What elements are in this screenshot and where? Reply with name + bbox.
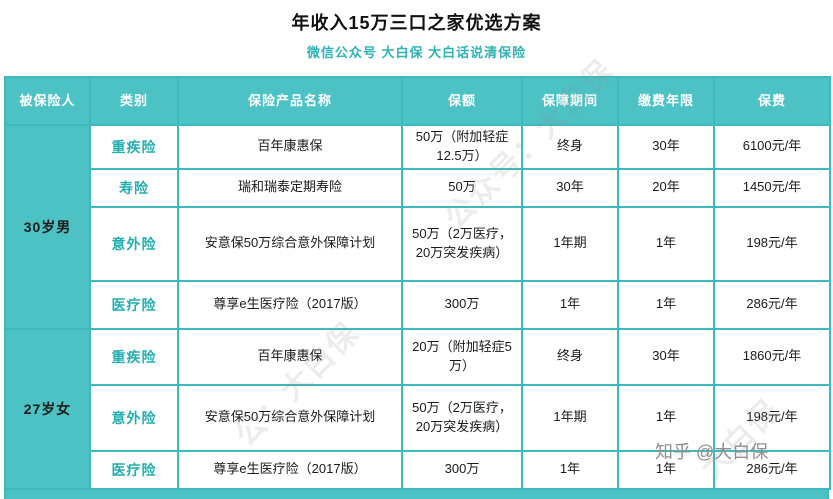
amount-cell: 300万 — [401, 279, 523, 330]
payment-years-cell: 1年 — [617, 279, 715, 330]
column-header-5: 保障期间 — [521, 76, 619, 126]
table-row: 寿险 瑞和瑞泰定期寿险 50万 30年 20年 1450元/年 — [5, 167, 831, 208]
table-row: 意外险 安意保50万综合意外保障计划 50万（2万医疗，20万突发疾病） 1年期 1年 1… — [5, 205, 831, 282]
amount-cell: 300万 — [401, 449, 523, 490]
product-cell: 百年康惠保 — [177, 124, 403, 170]
insurance-plan-table: 被保险人 类别 保险产品名称 保额 保障期间 缴费年限 保费 30岁男 重疾险 百年康惠保 50万… — [4, 76, 831, 490]
period-cell: 1年 — [521, 449, 619, 490]
period-cell: 终身 — [521, 124, 619, 170]
next-group-partial-row — [4, 489, 829, 499]
premium-cell: 1450元/年 — [713, 167, 831, 208]
category-cell: 重疾险 — [89, 327, 179, 386]
product-cell: 瑞和瑞泰定期寿险 — [177, 167, 403, 208]
table-row: 30岁男 重疾险 百年康惠保 50万（附加轻症12.5万） 终身 30年 6100元/年 — [4, 124, 831, 330]
column-header-6: 缴费年限 — [617, 76, 715, 126]
payment-years-cell: 1年 — [617, 205, 715, 282]
table-row: 意外险 安意保50万综合意外保障计划 50万（2万医疗，20万突发疾病） 1年期 1年 1… — [5, 383, 831, 452]
amount-cell: 50万（2万医疗，20万突发疾病） — [401, 205, 523, 282]
product-cell: 百年康惠保 — [177, 327, 403, 386]
period-cell: 1年期 — [521, 205, 619, 282]
product-cell: 安意保50万综合意外保障计划 — [177, 205, 403, 282]
column-header-4: 保额 — [401, 76, 523, 126]
table-row: 医疗险 尊享e生医疗险（2017版） 300万 1年 1年 286元/年 — [5, 279, 831, 330]
header-row: 被保险人 类别 保险产品名称 保额 保障期间 缴费年限 保费 — [4, 76, 831, 126]
period-cell: 1年期 — [521, 383, 619, 452]
amount-cell: 50万 — [401, 167, 523, 208]
column-header-3: 保险产品名称 — [177, 76, 403, 126]
premium-cell: 6100元/年 — [713, 124, 831, 170]
table-header: 被保险人 类别 保险产品名称 保额 保障期间 缴费年限 保费 — [4, 76, 831, 126]
amount-cell: 20万（附加轻症5万） — [401, 327, 523, 386]
table-body: 30岁男 重疾险 百年康惠保 50万（附加轻症12.5万） 终身 30年 6100元/年 寿险… — [4, 124, 831, 490]
period-cell: 1年 — [521, 279, 619, 330]
category-cell: 意外险 — [89, 383, 179, 452]
amount-cell: 50万（2万医疗，20万突发疾病） — [401, 383, 523, 452]
payment-years-cell: 1年 — [617, 449, 715, 490]
premium-cell: 198元/年 — [713, 383, 831, 452]
category-cell: 医疗险 — [89, 449, 179, 490]
page-subtitle: 微信公众号 大白保 大白话说清保险 — [306, 45, 527, 60]
product-cell: 尊享e生医疗险（2017版） — [177, 279, 403, 330]
amount-cell: 50万（附加轻症12.5万） — [401, 124, 523, 170]
table-row: 医疗险 尊享e生医疗险（2017版） 300万 1年 1年 286元/年 — [5, 449, 831, 490]
column-header-1: 被保险人 — [4, 76, 91, 126]
premium-cell: 286元/年 — [713, 449, 831, 490]
insured-cell: 30岁男 — [4, 124, 91, 330]
period-cell: 30年 — [521, 167, 619, 208]
category-cell: 医疗险 — [89, 279, 179, 330]
premium-cell: 198元/年 — [713, 205, 831, 282]
payment-years-cell: 1年 — [617, 383, 715, 452]
category-cell: 重疾险 — [89, 124, 179, 170]
category-cell: 意外险 — [89, 205, 179, 282]
period-cell: 终身 — [521, 327, 619, 386]
payment-years-cell: 30年 — [617, 124, 715, 170]
insured-cell: 27岁女 — [4, 327, 91, 490]
premium-cell: 286元/年 — [713, 279, 831, 330]
product-cell: 安意保50万综合意外保障计划 — [177, 383, 403, 452]
product-cell: 尊享e生医疗险（2017版） — [177, 449, 403, 490]
payment-years-cell: 30年 — [617, 327, 715, 386]
premium-cell: 1860元/年 — [713, 327, 831, 386]
table-row: 27岁女 重疾险 百年康惠保 20万（附加轻症5万） 终身 30年 1860元/年 — [4, 327, 831, 490]
payment-years-cell: 20年 — [617, 167, 715, 208]
page-title: 年收入15万三口之家优选方案 — [291, 13, 542, 33]
column-header-2: 类别 — [89, 76, 179, 126]
column-header-7: 保费 — [713, 76, 831, 126]
category-cell: 寿险 — [89, 167, 179, 208]
